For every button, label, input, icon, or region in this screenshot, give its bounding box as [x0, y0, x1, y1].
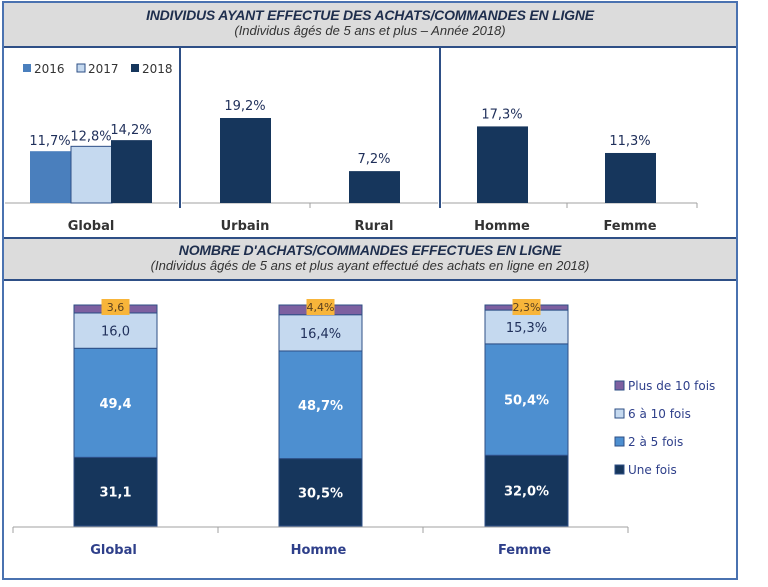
stack-label-homme-1: 48,7%: [298, 399, 343, 414]
x-label-stack-homme: Homme: [291, 543, 347, 558]
bar-global-2018: [111, 140, 152, 203]
legend-swatch-stack-3: [614, 464, 625, 475]
legend-swatch-2017: [76, 63, 86, 73]
bar-milieu-rural: [349, 171, 400, 203]
stack-label-global-2: 16,0: [101, 325, 130, 340]
x-label-stack-global: Global: [90, 543, 137, 558]
legend-label-stack-3: Une fois: [628, 463, 677, 477]
top-title: INDIVIDUS AYANT EFFECTUE DES ACHATS/COMM…: [146, 7, 594, 23]
legend-label-2016: 2016: [34, 62, 65, 76]
bottom-title: NOMBRE D'ACHATS/COMMANDES EFFECTUES EN L…: [178, 242, 562, 258]
x-label-femme: Femme: [603, 219, 656, 234]
stack-femme-seg-0: [484, 454, 569, 527]
stack-label-femme-1: 50,4%: [504, 394, 549, 409]
stack-label-femme-0: 32,0%: [504, 485, 549, 500]
stack-label-femme-top: 2,3%: [513, 301, 541, 314]
legend-swatch-stack-0: [614, 380, 625, 391]
legend-swatch-stack-2: [614, 436, 625, 447]
data-label-homme: 17,3%: [481, 107, 522, 122]
stack-label-global-top: 3,6: [107, 301, 125, 314]
legend-swatch-2018: [131, 64, 139, 72]
bar-global-2016: [30, 151, 71, 203]
bar-milieu-urbain: [220, 118, 271, 203]
x-label-stack-femme: Femme: [498, 543, 551, 558]
x-label-urbain: Urbain: [221, 219, 270, 234]
bar-global-2017: [70, 145, 113, 204]
legend-label-stack-0: Plus de 10 fois: [628, 379, 715, 393]
stack-global-seg-0: [73, 456, 158, 527]
stack-label-global-0: 31,1: [99, 486, 131, 501]
stack-label-homme-2: 16,4%: [300, 327, 341, 342]
badge-global: [101, 299, 130, 315]
legend-label-2018: 2018: [142, 62, 173, 76]
stack-label-global-1: 49,4: [99, 397, 131, 412]
top-header: INDIVIDUS AYANT EFFECTUE DES ACHATS/COMM…: [4, 3, 736, 48]
stack-homme-seg-0: [278, 458, 363, 527]
x-label-rural: Rural: [355, 219, 394, 234]
data-label-urbain: 19,2%: [224, 99, 265, 114]
stack-global-seg-1: [73, 347, 158, 458]
badge-femme: [512, 299, 541, 315]
legend-label-stack-1: 6 à 10 fois: [628, 407, 691, 421]
legend-label-stack-2: 2 à 5 fois: [628, 435, 683, 449]
bottom-header: NOMBRE D'ACHATS/COMMANDES EFFECTUES EN L…: [4, 237, 736, 281]
data-label-femme: 11,3%: [609, 134, 650, 149]
legend-swatch-2016: [23, 64, 31, 72]
bar-sexe-homme: [477, 126, 528, 203]
stack-global-seg-2: [73, 312, 158, 349]
stack-label-homme-0: 30,5%: [298, 486, 343, 501]
top-subtitle: (Individus âgés de 5 ans et plus – Année…: [234, 23, 506, 38]
x-label-homme: Homme: [474, 219, 530, 234]
bottom-subtitle: (Individus âgés de 5 ans et plus ayant e…: [150, 258, 590, 273]
legend-label-2017: 2017: [88, 62, 119, 76]
data-label-global-2018: 14,2%: [110, 123, 151, 138]
stack-label-femme-2: 15,3%: [506, 321, 547, 336]
badge-homme: [306, 299, 335, 315]
stack-homme-seg-2: [278, 314, 363, 352]
legend-swatch-stack-1: [614, 408, 625, 419]
x-label-global: Global: [68, 219, 115, 234]
bar-sexe-femme: [605, 152, 656, 203]
data-label-global-2016: 11,7%: [29, 134, 70, 149]
stack-label-homme-top: 4,4%: [307, 301, 335, 314]
stack-femme-seg-1: [484, 343, 569, 456]
data-label-global-2017: 12,8%: [70, 129, 111, 144]
data-label-rural: 7,2%: [357, 152, 390, 167]
